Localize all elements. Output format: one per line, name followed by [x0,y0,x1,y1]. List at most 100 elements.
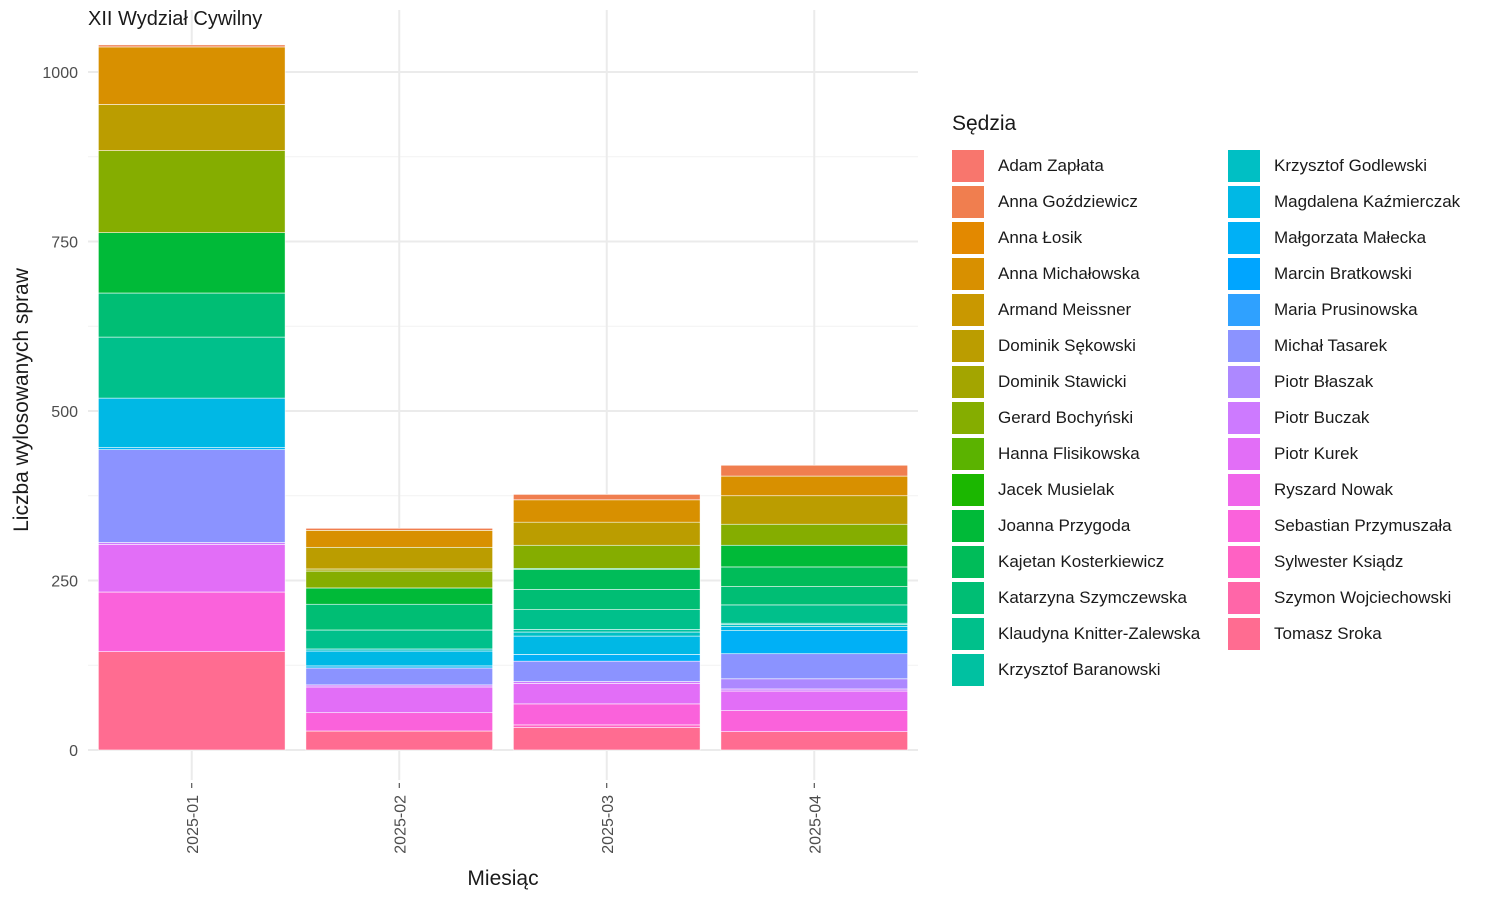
bar-segment-anna-michalowska-2025-04 [720,475,908,497]
legend-label: Katarzyna Szymczewska [998,588,1187,607]
legend-label: Sebastian Przymuszała [1274,516,1452,535]
bar-segment-piotr-blaszak-2025-04 [720,678,908,690]
legend-label: Szymon Wojciechowski [1274,588,1452,607]
bar-segment-klaudyna-knitter-zalewska-2025-04 [720,604,908,624]
bar-segment-anna-michalowska-2025-02 [305,530,493,548]
legend-swatch [952,294,984,326]
legend-swatch [952,258,984,290]
bar-segment-dominik-sekowski-2025-01 [98,104,286,151]
legend-swatch [1228,150,1260,182]
legend-swatch [952,582,984,614]
bar-segment-katarzyna-szymczewska-2025-01 [98,292,286,338]
bar-segment-krzysztof-godlewski-2025-04 [720,624,908,627]
legend-label: Magdalena Kaźmierczak [1274,192,1461,211]
legend-item: Hanna Flisikowska [952,436,1228,472]
bar-segment-joanna-przygoda-2025-04 [720,544,908,568]
legend-label: Michał Tasarek [1274,336,1388,355]
bar-segment-tomasz-sroka-2025-04 [720,731,908,751]
bar-segment-malgorzata-malecka-2025-02 [305,665,493,669]
legend-item: Krzysztof Baranowski [952,652,1228,688]
legend-columns: Adam Zapłata Anna Goździewicz Anna Łosik An… [952,148,1500,688]
bar-segment-piotr-kurek-2025-02 [305,686,493,714]
legend-swatch [952,510,984,542]
legend-item: Joanna Przygoda [952,508,1228,544]
bar-segment-sebastian-przymuszala-2025-04 [720,710,908,732]
legend-label: Krzysztof Godlewski [1274,156,1428,175]
bar-segment-magdalena-kazmierczak-2025-02 [305,650,493,667]
bar-segment-klaudyna-knitter-zalewska-2025-01 [98,336,286,399]
legend-label: Maria Prusinowska [1274,300,1418,319]
y-axis-title: Liczba wylosowanych spraw [10,267,33,532]
bar-segment-anna-gozdziewicz-2025-03 [513,494,701,501]
bar-segment-tomasz-sroka-2025-03 [513,727,701,751]
x-tick-label: 2025-02 [392,795,409,854]
bar-segment-sebastian-przymuszala-2025-02 [305,712,493,732]
bar-segment-katarzyna-szymczewska-2025-02 [305,603,493,631]
bar-segment-piotr-buczak-2025-02 [305,684,493,688]
legend-item: Piotr Buczak [1228,400,1500,436]
legend-item: Anna Michałowska [952,256,1228,292]
x-tick-label: 2025-01 [185,795,202,854]
legend-label: Krzysztof Baranowski [998,660,1161,679]
legend-label: Piotr Błaszak [1274,372,1374,391]
legend-item: Katarzyna Szymczewska [952,580,1228,616]
legend-item: Ryszard Nowak [1228,472,1500,508]
bar-segment-kajetan-kosterkiewicz-2025-03 [513,569,701,590]
bar-segment-gerard-bochynski-2025-03 [513,544,701,569]
legend-item: Magdalena Kaźmierczak [1228,184,1500,220]
bar-segment-anna-michalowska-2025-01 [98,46,286,105]
bar-segment-piotr-kurek-2025-01 [98,544,286,593]
legend-swatch [952,150,984,182]
legend-swatch [952,438,984,470]
legend-label: Ryszard Nowak [1274,480,1394,499]
legend-item: Sebastian Przymuszała [1228,508,1500,544]
legend-swatch [1228,474,1260,506]
legend-label: Dominik Stawicki [998,372,1127,391]
bar-segment-malgorzata-malecka-2025-01 [98,447,286,450]
y-tick-label: 0 [69,743,78,760]
bar-segment-krzysztof-godlewski-2025-03 [513,631,701,637]
legend-swatch [1228,258,1260,290]
bar-segment-anna-gozdziewicz-2025-04 [720,464,908,477]
legend-swatch [1228,222,1260,254]
legend-label: Piotr Buczak [1274,408,1370,427]
bar-segment-michal-tasarek-2025-01 [98,449,286,543]
bar-segment-gerard-bochynski-2025-04 [720,523,908,546]
legend-swatch [952,402,984,434]
legend-swatch [1228,294,1260,326]
bar-segment-michal-tasarek-2025-02 [305,667,493,686]
bar-segment-magdalena-kazmierczak-2025-01 [98,397,286,448]
bar-segment-piotr-kurek-2025-03 [513,683,701,705]
legend-swatch [952,330,984,362]
legend-label: Tomasz Sroka [1274,624,1382,643]
legend-item: Piotr Błaszak [1228,364,1500,400]
chart-title: XII Wydział Cywilny [88,8,263,30]
legend-item: Dominik Stawicki [952,364,1228,400]
y-tick-label: 750 [51,235,78,252]
bar-segment-dominik-sekowski-2025-02 [305,546,493,570]
bar-segment-klaudyna-knitter-zalewska-2025-03 [513,609,701,630]
legend-item: Tomasz Sroka [1228,616,1500,652]
legend-swatch [1228,330,1260,362]
y-tick-label: 500 [51,404,78,421]
bar-segment-krzysztof-baranowski-2025-03 [513,629,701,633]
bar-segment-michal-tasarek-2025-04 [720,653,908,680]
legend-label: Dominik Sękowski [998,336,1136,355]
legend-item: Piotr Kurek [1228,436,1500,472]
bar-segment-piotr-buczak-2025-04 [720,688,908,692]
bar-segment-klaudyna-knitter-zalewska-2025-02 [305,629,493,650]
bar-segment-kajetan-kosterkiewicz-2025-04 [720,566,908,587]
legend-item: Anna Łosik [952,220,1228,256]
legend-label: Sylwester Ksiądz [1274,552,1404,571]
legend-label: Hanna Flisikowska [998,444,1140,463]
legend-item: Kajetan Kosterkiewicz [952,544,1228,580]
legend-item: Michał Tasarek [1228,328,1500,364]
legend-swatch [952,222,984,254]
legend-label: Jacek Musielak [998,480,1115,499]
legend-column: Krzysztof Godlewski Magdalena Kaźmierczak… [1228,148,1500,688]
bar-segment-katarzyna-szymczewska-2025-04 [720,586,908,606]
legend-swatch [952,474,984,506]
bar-segment-malgorzata-malecka-2025-04 [720,630,908,655]
legend-label: Klaudyna Knitter-Zalewska [998,624,1201,643]
bar-segment-joanna-przygoda-2025-01 [98,232,286,294]
